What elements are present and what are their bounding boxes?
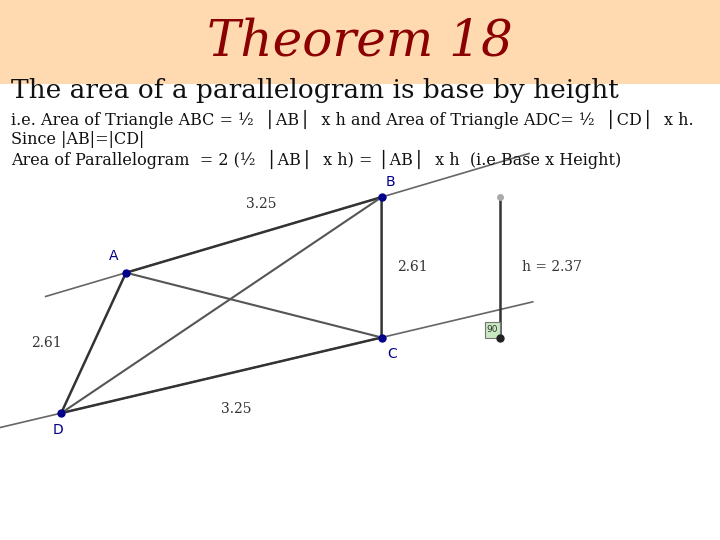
Text: Since |AB|=|CD|: Since |AB|=|CD| bbox=[11, 131, 144, 148]
Text: A: A bbox=[109, 249, 119, 263]
Text: 2.61: 2.61 bbox=[397, 260, 428, 274]
Text: h = 2.37: h = 2.37 bbox=[522, 260, 582, 274]
Text: C: C bbox=[387, 347, 397, 361]
Text: 90: 90 bbox=[487, 326, 498, 334]
Text: B: B bbox=[385, 176, 395, 190]
Text: The area of a parallelogram is base by height: The area of a parallelogram is base by h… bbox=[11, 78, 618, 103]
Text: i.e. Area of Triangle ABC = ½  ⎪AB⎪  x h and Area of Triangle ADC= ½  ⎪CD⎪  x h.: i.e. Area of Triangle ABC = ½ ⎪AB⎪ x h a… bbox=[11, 110, 693, 130]
Text: 2.61: 2.61 bbox=[30, 336, 61, 350]
Text: Theorem 18: Theorem 18 bbox=[207, 17, 513, 66]
Text: 3.25: 3.25 bbox=[246, 197, 276, 211]
Text: Area of Parallelogram  = 2 (½  ⎪AB⎪  x h) = ⎪AB⎪  x h  (i.e Base x Height): Area of Parallelogram = 2 (½ ⎪AB⎪ x h) =… bbox=[11, 150, 621, 169]
FancyBboxPatch shape bbox=[0, 0, 720, 84]
Text: D: D bbox=[53, 423, 63, 437]
Bar bbox=[485, 322, 500, 338]
Text: 3.25: 3.25 bbox=[220, 402, 251, 416]
